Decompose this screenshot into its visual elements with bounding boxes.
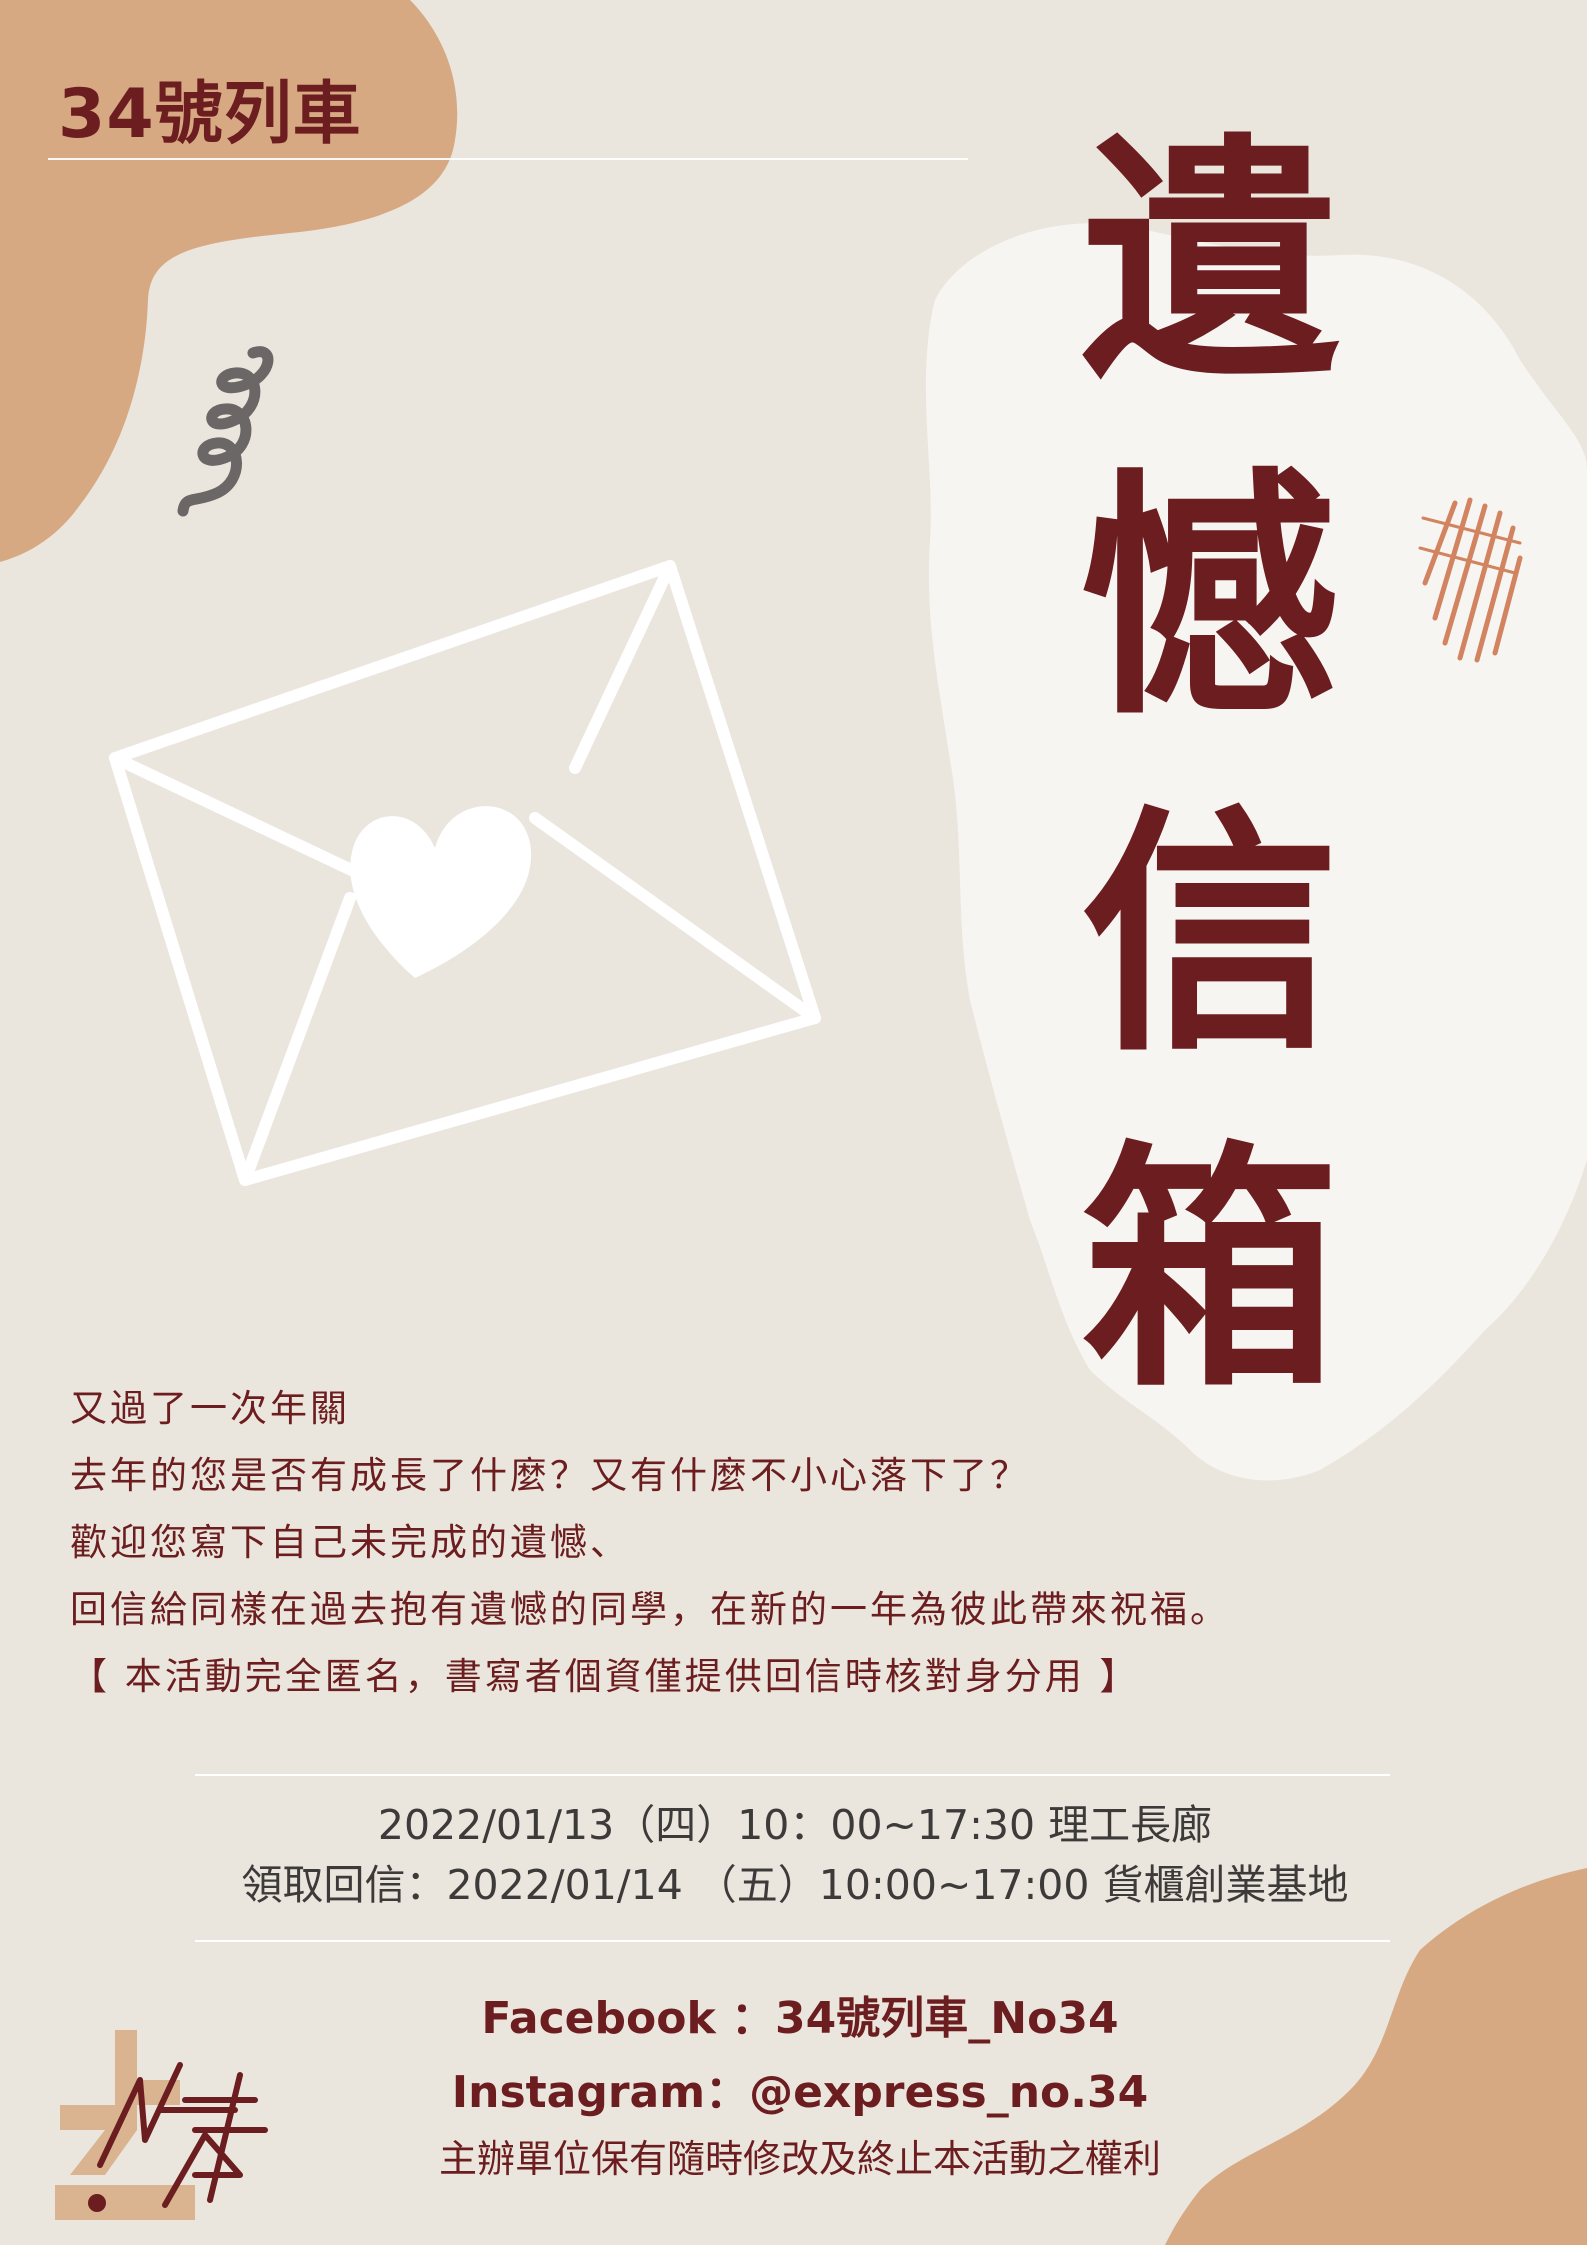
intro-line: 【 本活動完全匿名，書寫者個資僅提供回信時核對身分用 】 — [70, 1655, 1140, 1698]
facebook-handle: Facebook ：34號列車_No34 — [481, 1993, 1119, 2044]
schedule-divider-bottom — [195, 1940, 1390, 1942]
title-char: 遺 — [1081, 113, 1339, 413]
title-char: 箱 — [1081, 1121, 1339, 1421]
logo-icon: 34 — [45, 2025, 268, 2220]
intro-line: 回信給同樣在過去抱有遺憾的同學，在新的一年為彼此帶來祝福。 — [70, 1588, 1230, 1631]
envelope-heart-icon — [109, 560, 821, 1186]
instagram-handle: Instagram：@express_no.34 — [451, 2067, 1149, 2118]
header-divider — [48, 158, 968, 160]
top-left-blob — [0, 0, 458, 562]
intro-line: 歡迎您寫下自己未完成的遺憾、 — [70, 1521, 630, 1564]
brand-name: 34號列車 — [58, 75, 362, 154]
pickup-time: 領取回信：2022/01/14 （五）10:00~17:00 貨櫃創業基地 — [241, 1861, 1349, 1909]
event-time: 2022/01/13（四）10：00~17:30 理工長廊 — [377, 1801, 1213, 1849]
schedule: 2022/01/13（四）10：00~17:30 理工長廊 領取回信：2022/… — [150, 1795, 1440, 1915]
bottom-right-blob — [1165, 1868, 1587, 2245]
title-char: 信 — [1081, 785, 1339, 1085]
logo-text: 34 — [45, 2025, 47, 2026]
scribble-icon — [1418, 497, 1523, 663]
squiggle-icon — [177, 346, 274, 517]
poster-title: 遺 憾 信 箱 — [1060, 95, 1360, 1439]
disclaimer: 主辦單位保有隨時修改及終止本活動之權利 — [438, 2137, 1161, 2181]
contact-info: Facebook ：34號列車_No34 Instagram：@express_… — [300, 1982, 1300, 2130]
heart-icon — [350, 806, 532, 978]
schedule-divider-top — [195, 1774, 1390, 1776]
intro-line: 又過了一次年關 — [70, 1387, 350, 1430]
title-char: 憾 — [1081, 449, 1339, 749]
paper-patch — [925, 223, 1587, 1481]
intro-line: 去年的您是否有成長了什麼？又有什麼不小心落下了？ — [70, 1454, 1030, 1497]
intro-text: 又過了一次年關 去年的您是否有成長了什麼？又有什麼不小心落下了？ 歡迎您寫下自己… — [70, 1375, 1390, 1710]
